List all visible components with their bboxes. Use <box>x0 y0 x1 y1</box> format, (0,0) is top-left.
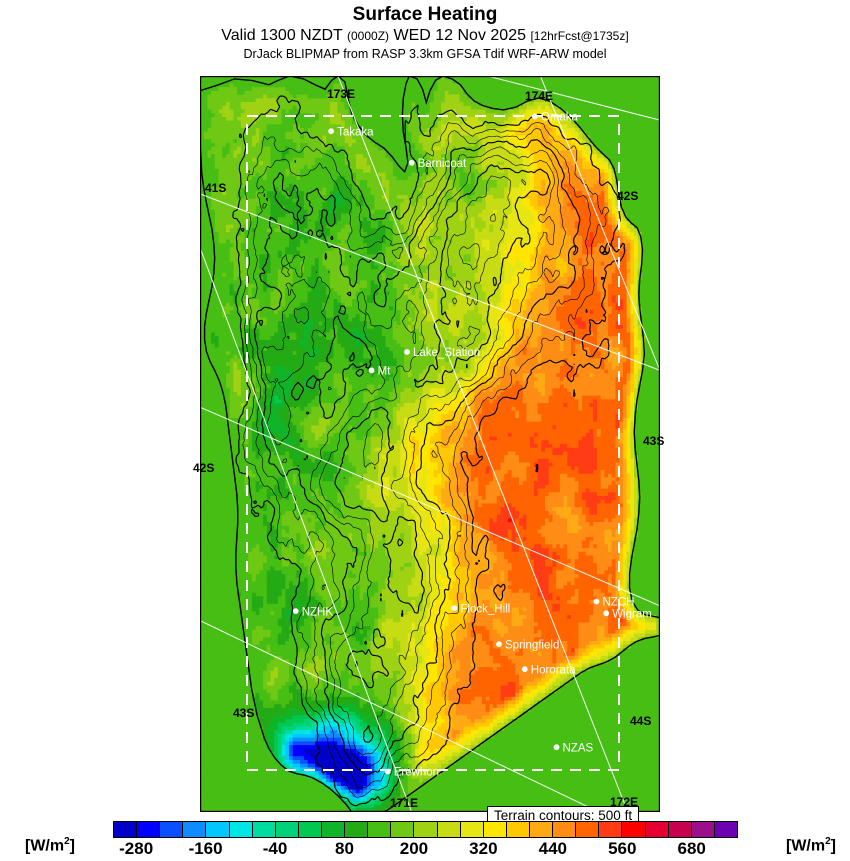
model-line: DrJack BLIPMAP from RASP 3.3km GFSA Tdif… <box>0 46 850 62</box>
map-axis-label: 42S <box>193 461 214 475</box>
colorbar-segment <box>646 822 669 837</box>
map-panel[interactable]: Takaka Omaka Barnicoat Lake_Station Mt NZHK Fl… <box>200 76 660 812</box>
colorbar-segment <box>438 822 461 837</box>
colorbar-segment <box>160 822 183 837</box>
colorbar-tick-label: -280 <box>119 839 153 859</box>
colorbar-segment <box>230 822 253 837</box>
station-barnicoat[interactable]: Barnicoat <box>409 158 467 170</box>
colorbar-segment <box>368 822 391 837</box>
station-label: Mt <box>378 366 392 378</box>
page-title: Surface Heating <box>0 0 850 26</box>
station-label: Takaka <box>337 126 374 138</box>
station-label: NZAS <box>563 742 594 754</box>
map-axis-label: 43S <box>643 434 664 448</box>
unit-label-right: [W/m2] <box>786 836 836 855</box>
colorbar-tick-label: 440 <box>539 839 567 859</box>
station-label: Wigram <box>612 609 652 621</box>
colorbar-segment <box>253 822 276 837</box>
colorbar-segment <box>137 822 160 837</box>
colorbar-tick-label: -160 <box>189 839 223 859</box>
station-erewhon[interactable]: Erewhon <box>385 767 439 779</box>
colorbar-segment <box>530 822 553 837</box>
colorbar-segment <box>576 822 599 837</box>
unit-label-left: [W/m2] <box>25 836 75 855</box>
colorbar-segment <box>345 822 368 837</box>
colorbar-segment <box>461 822 484 837</box>
station-lake_station[interactable]: Lake_Station <box>404 347 480 359</box>
colorbar-tick-label: 560 <box>608 839 636 859</box>
valid-utc: (0000Z) <box>347 29 389 43</box>
map-axis-label: 173E <box>327 87 355 101</box>
map-axis-label: 171E <box>390 796 418 810</box>
heat-field <box>200 76 660 812</box>
station-label: Omaka <box>541 112 579 124</box>
valid-prefix: Valid 1300 NZDT <box>221 27 342 44</box>
colorbar-segment <box>414 822 437 837</box>
colorbar-segment <box>322 822 345 837</box>
station-label: NZCH <box>603 597 635 609</box>
surface-heating-map[interactable]: Takaka Omaka Barnicoat Lake_Station Mt NZHK Fl… <box>200 76 660 812</box>
colorbar-segment <box>391 822 414 837</box>
colorbar-segment <box>276 822 299 837</box>
station-label: Erewhon <box>394 767 439 779</box>
colorbar-ticks: -280 -160 -40 80 200 320 440 560 680 <box>0 839 850 861</box>
colorbar-segment <box>507 822 530 837</box>
colorbar-segment <box>692 822 715 837</box>
forecast-tag: [12hrFcst@1735z] <box>530 29 628 43</box>
station-label: NZHK <box>302 606 334 618</box>
station-label: Barnicoat <box>418 158 467 170</box>
station-label: Flock_Hill <box>460 603 510 615</box>
colorbar-segment <box>183 822 206 837</box>
station-label: Hororata <box>531 664 576 676</box>
colorbar-segment <box>715 822 737 837</box>
station-flock_hill[interactable]: Flock_Hill <box>452 603 510 615</box>
valid-time-line: Valid 1300 NZDT (0000Z) WED 12 Nov 2025 … <box>0 26 850 46</box>
map-axis-label: 42S <box>617 189 638 203</box>
station-label: Springfield <box>505 639 559 651</box>
colorbar-segment <box>299 822 322 837</box>
colorbar-tick-label: 80 <box>335 839 354 859</box>
colorbar-tick-label: 320 <box>469 839 497 859</box>
colorbar-segment <box>114 822 137 837</box>
map-axis-label: 43S <box>233 706 254 720</box>
colorbar-tick-label: 200 <box>400 839 428 859</box>
valid-date: WED 12 Nov 2025 <box>393 27 526 44</box>
colorbar-segment <box>206 822 229 837</box>
colorbar-segment <box>484 822 507 837</box>
colorbar[interactable] <box>113 821 738 838</box>
station-label: Lake_Station <box>413 347 480 359</box>
map-axis-label: 41S <box>205 181 226 195</box>
colorbar-segment <box>622 822 645 837</box>
colorbar-segment <box>599 822 622 837</box>
station-springfield[interactable]: Springfield <box>496 639 559 651</box>
map-axis-label: 174E <box>525 89 553 103</box>
colorbar-tick-label: -40 <box>263 839 288 859</box>
colorbar-tick-label: 680 <box>678 839 706 859</box>
colorbar-segment <box>669 822 692 837</box>
colorbar-segment <box>553 822 576 837</box>
station-hororata[interactable]: Hororata <box>522 664 576 676</box>
map-axis-label: 44S <box>630 714 651 728</box>
header-block: Surface Heating Valid 1300 NZDT (0000Z) … <box>0 0 850 62</box>
